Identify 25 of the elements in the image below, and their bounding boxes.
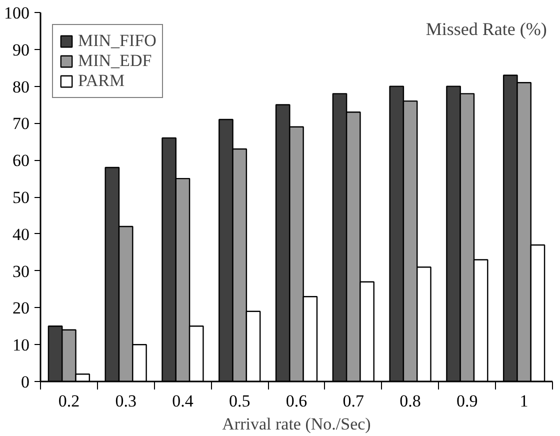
x-axis-title: Arrival rate (No./Sec) [222, 414, 371, 434]
x-tick-label: 0.6 [286, 392, 308, 410]
y-tick-label: 70 [12, 114, 30, 134]
x-tick-label: 0.5 [228, 392, 250, 410]
x-tick-label: 0.4 [172, 392, 194, 410]
legend-label: MIN_EDF [78, 51, 152, 71]
chart-title: Missed Rate (%) [426, 19, 547, 40]
x-tick-label: 0.7 [342, 392, 365, 410]
y-tick-label: 30 [12, 262, 30, 281]
y-tick-label: 0 [21, 372, 30, 392]
x-tick-label: 0.9 [456, 392, 478, 410]
y-tick-label: 10 [12, 336, 30, 355]
y-tick-label: 60 [12, 151, 30, 170]
y-tick-label: 80 [12, 77, 30, 96]
y-tick-label: 20 [12, 298, 30, 318]
x-tick-label: 1 [520, 392, 528, 410]
y-tick-label: 100 [4, 4, 30, 22]
x-tick-label: 0.2 [58, 392, 80, 410]
y-tick-label: 40 [12, 224, 30, 244]
y-tick-label: 50 [12, 188, 30, 207]
legend-label: MIN_FIFO [78, 31, 156, 51]
x-tick-label: 0.8 [400, 392, 421, 410]
legend-label: PARM [78, 71, 125, 91]
x-tick-label: 0.3 [115, 392, 136, 410]
y-tick-label: 90 [12, 40, 30, 60]
